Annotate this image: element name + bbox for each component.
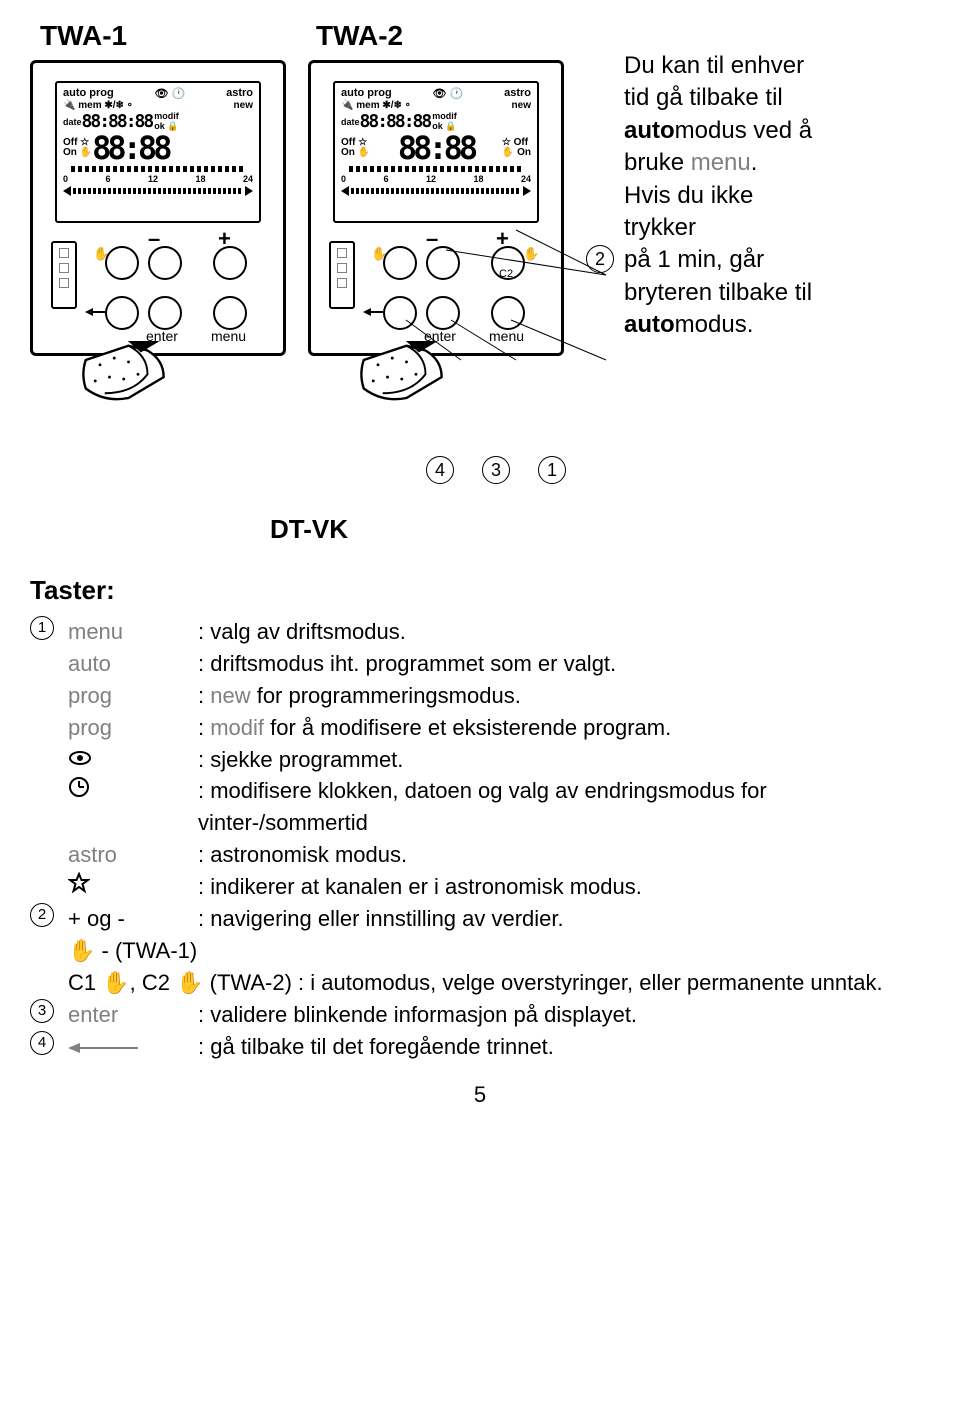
taster-row-6: : modifisere klokken, datoen og valg av … [30,775,930,839]
callout-4: 4 [426,456,454,484]
date-label: date [63,117,82,127]
on-label: On [63,147,77,158]
buttons-area-2: – + ✋ C1 ✋ C2 enter menu [311,228,561,348]
lcd-screen-2: auto prog 👁 🕐 astro 🔌 mem ✱/❄ ∘ new date… [333,81,539,223]
c1-button[interactable] [383,246,417,280]
plug-illustration-2 [351,341,481,436]
back-arrow-icon [85,306,105,318]
taster-row-11: C1 ✋, C2 ✋ (TWA-2) : i automodus, velge … [30,967,930,999]
taster-row-2: auto : driftsmodus iht. programmet som e… [30,648,930,680]
taster-row-10: ✋ - (TWA-1) [30,935,930,967]
taster-row-8: : indikerer at kanalen er i astronomisk … [30,871,930,903]
top-row: TWA-1 auto prog 👁 🕐 astro 🔌 mem ✱/❄ ∘ ne… [30,20,930,484]
dtvk-label: DT-VK [270,514,930,545]
mem-label: mem [78,100,101,111]
page-number: 5 [30,1082,930,1108]
lcd-screen-1: auto prog 👁 🕐 astro 🔌 mem ✱/❄ ∘ new date… [55,81,261,223]
minus-button-2[interactable] [426,246,460,280]
mode-auto-prog: auto prog [63,87,114,100]
taster-row-3: prog : new for programmeringsmodus. [30,680,930,712]
plus-button[interactable] [213,246,247,280]
big-digits: 88:88 [92,132,168,164]
callout-2: 2 [586,245,614,273]
hand-icon: ✋ [102,970,129,995]
taster-row-5: : sjekke programmet. [30,744,930,776]
info-text: Du kan til enhver tid gå tilbake til aut… [624,20,812,342]
back-button[interactable] [105,296,139,330]
mode-astro: astro [226,87,253,100]
back-button-2[interactable] [383,296,417,330]
taster-row-12: 3 enter : validere blinkende informasjon… [30,999,930,1031]
taster-row-9: 2 + og - : navigering eller innstilling … [30,903,930,935]
enter-button[interactable] [148,296,182,330]
minus-button[interactable] [148,246,182,280]
taster-row-4: prog : modif for å modifisere et eksiste… [30,712,930,744]
device-twa2-column: TWA-2 auto prog 👁 🕐 astro 🔌 mem ✱/❄ ∘ ne… [306,20,566,484]
taster-row-7: astro : astronomisk modus. [30,839,930,871]
clock-icon [68,776,90,798]
hand-icon: ✋ [176,970,203,995]
menu-button[interactable] [213,296,247,330]
twa1-title: TWA-1 [40,20,127,52]
new-label: new [234,100,253,111]
hand-icon: ✋ [68,938,95,963]
device-twa1: auto prog 👁 🕐 astro 🔌 mem ✱/❄ ∘ new date… [30,60,286,356]
back-arrow-icon [363,306,383,318]
menu-button-2[interactable] [491,296,525,330]
modif-label: modif [154,111,179,121]
taster-section: Taster: 1 menu : valg av driftsmodus. au… [30,575,930,1062]
enter-button-2[interactable] [426,296,460,330]
callout-3: 3 [482,456,510,484]
callout-1: 1 [538,456,566,484]
twa2-title: TWA-2 [316,20,403,52]
star-icon [68,872,90,894]
time-scale: 0 6 12 18 24 [63,174,253,184]
eye-icon [68,749,92,767]
taster-row-13: 4 : gå tilbake til det foregående trinne… [30,1031,930,1063]
c2-label: C2 [499,268,513,280]
callout-numbers: 4 3 1 [426,456,566,484]
plug-illustration [73,341,203,436]
taster-row-1: 1 menu : valg av driftsmodus. [30,616,930,648]
top-digits: 88:88:88 [82,113,153,131]
menu-label: menu [211,328,246,344]
buttons-area-1: – + ✋ enter menu [33,228,283,348]
device-twa2: auto prog 👁 🕐 astro 🔌 mem ✱/❄ ∘ new date… [308,60,564,356]
taster-heading: Taster: [30,575,930,606]
hand-button[interactable] [105,246,139,280]
hand-icon: ✋ [523,246,539,262]
back-arrow-icon [68,1040,138,1056]
device-twa1-column: TWA-1 auto prog 👁 🕐 astro 🔌 mem ✱/❄ ∘ ne… [30,20,286,436]
